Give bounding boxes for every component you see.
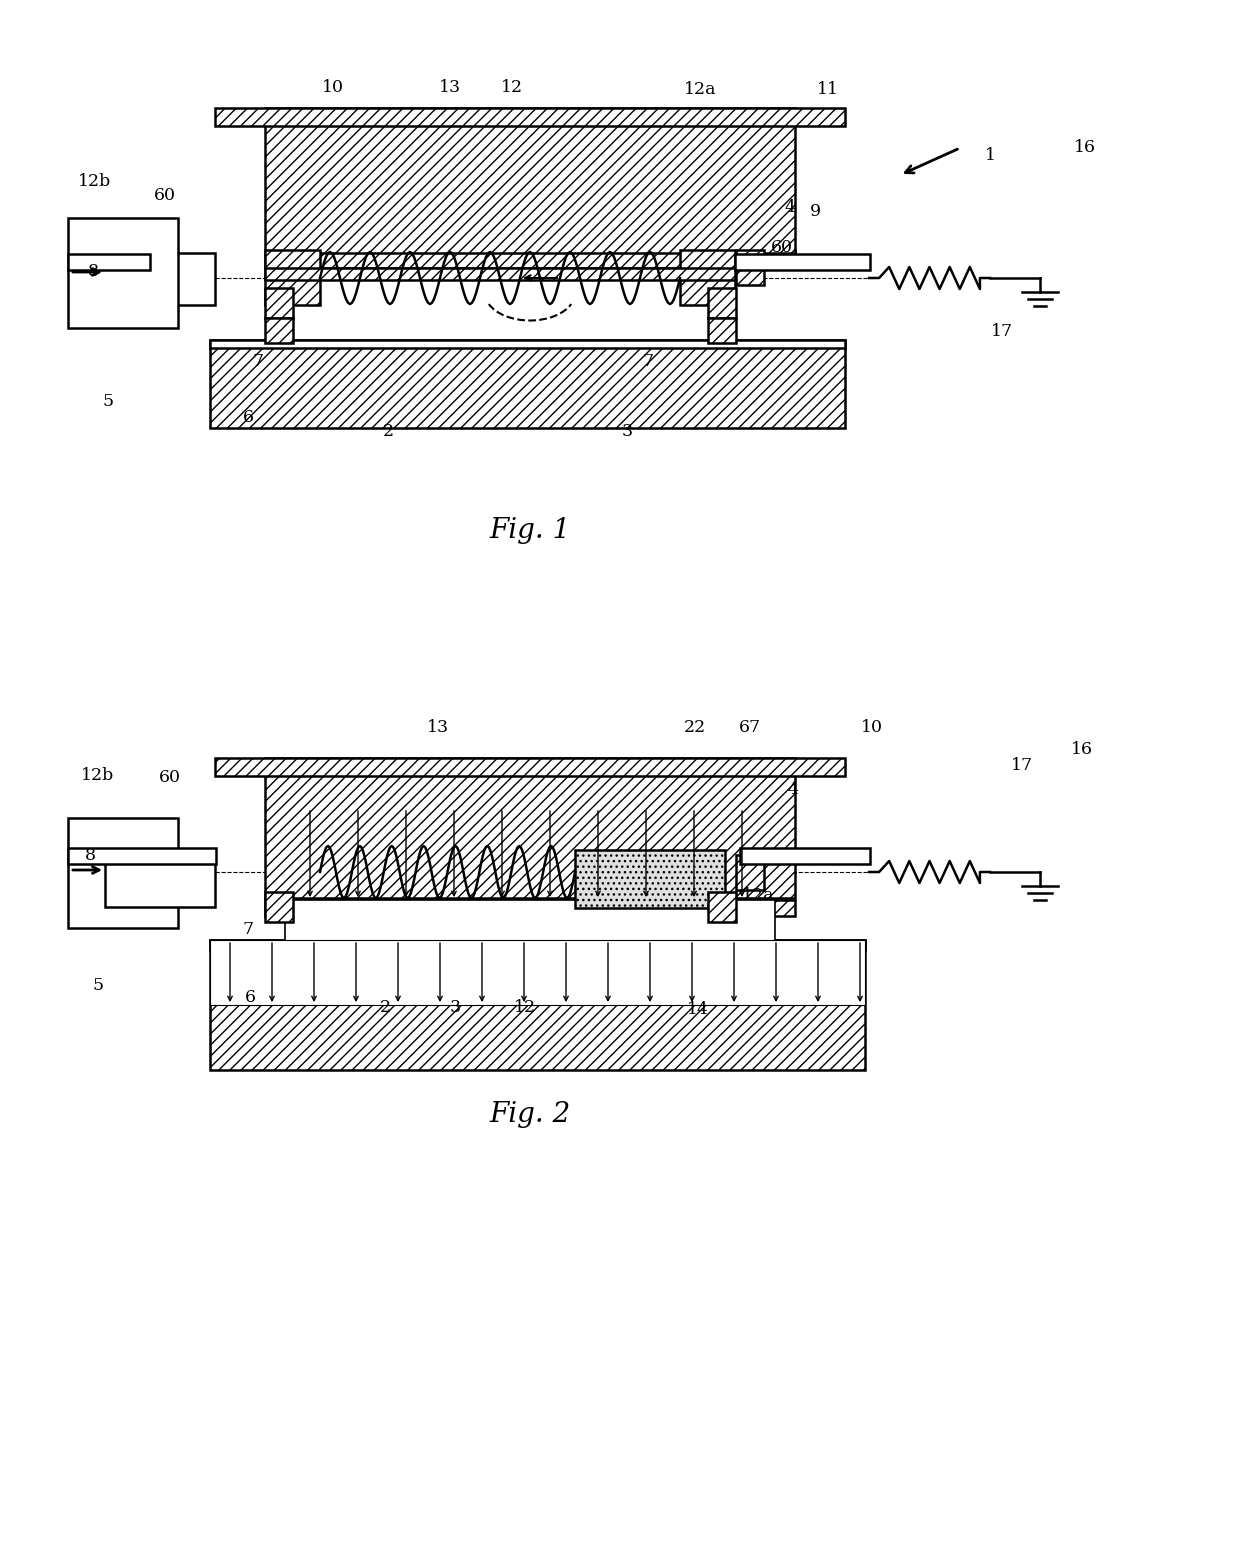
Bar (265, 250, 795, 267)
Bar (68, 253, 150, 270)
Text: 5: 5 (103, 393, 114, 410)
Text: 60: 60 (154, 188, 176, 205)
Text: 10: 10 (861, 720, 883, 737)
Text: 60: 60 (771, 239, 794, 256)
Bar (210, 340, 844, 427)
Text: 1: 1 (985, 146, 996, 163)
Bar (265, 758, 795, 898)
Bar (68, 817, 179, 928)
Bar (265, 892, 293, 922)
Bar (708, 319, 737, 343)
Bar (737, 250, 764, 284)
Bar (105, 253, 215, 305)
Text: 60: 60 (159, 769, 181, 786)
Bar (735, 253, 870, 270)
Text: 12: 12 (501, 79, 523, 96)
Bar (708, 892, 737, 922)
Text: 16: 16 (1071, 741, 1092, 758)
Text: 6: 6 (244, 990, 255, 1007)
Text: 12: 12 (513, 999, 536, 1016)
Bar (215, 758, 844, 775)
Text: 17: 17 (991, 323, 1013, 340)
Bar (210, 940, 866, 1005)
Text: 67: 67 (739, 720, 761, 737)
Text: 8: 8 (88, 264, 98, 281)
Text: 8: 8 (84, 847, 95, 864)
Bar (210, 340, 844, 348)
Bar (265, 107, 795, 253)
Bar (210, 940, 866, 949)
Text: 13: 13 (439, 79, 461, 96)
Text: 10: 10 (322, 79, 343, 96)
Text: 7: 7 (253, 353, 264, 370)
Bar (575, 850, 725, 908)
Bar (680, 250, 735, 305)
Text: 7: 7 (642, 353, 653, 370)
Bar (265, 287, 293, 319)
Bar (708, 287, 737, 319)
Text: Fig. 1: Fig. 1 (490, 516, 570, 544)
Bar (265, 250, 320, 305)
Text: 13: 13 (427, 720, 449, 737)
Text: 17: 17 (1011, 757, 1033, 774)
Text: 14: 14 (687, 1001, 709, 1018)
Text: 22: 22 (684, 720, 706, 737)
Text: 2: 2 (382, 424, 393, 440)
Text: 9: 9 (810, 204, 821, 221)
Text: 16: 16 (1074, 140, 1096, 157)
Text: 12b: 12b (78, 174, 112, 191)
Text: 5: 5 (93, 976, 104, 993)
Bar (265, 319, 293, 343)
Text: Fig. 2: Fig. 2 (490, 1102, 570, 1128)
Text: 6: 6 (243, 410, 253, 426)
Bar (265, 287, 293, 319)
Text: 4: 4 (785, 199, 796, 216)
Bar (210, 940, 866, 1071)
Bar (265, 900, 795, 915)
Bar (68, 218, 179, 328)
Bar (265, 267, 735, 280)
Text: 7: 7 (243, 922, 253, 939)
Text: 4: 4 (787, 782, 799, 799)
Bar (740, 848, 870, 864)
Bar (737, 855, 764, 890)
Text: 11: 11 (817, 81, 839, 98)
Text: 12a: 12a (683, 81, 717, 98)
Text: 2: 2 (379, 999, 391, 1016)
Text: 3: 3 (621, 424, 632, 440)
Bar (105, 855, 215, 908)
Bar (215, 107, 844, 126)
Bar (285, 900, 775, 995)
Bar (68, 848, 216, 864)
Text: 12b: 12b (82, 766, 114, 783)
Text: 12a: 12a (742, 886, 774, 903)
Text: 3: 3 (449, 999, 460, 1016)
